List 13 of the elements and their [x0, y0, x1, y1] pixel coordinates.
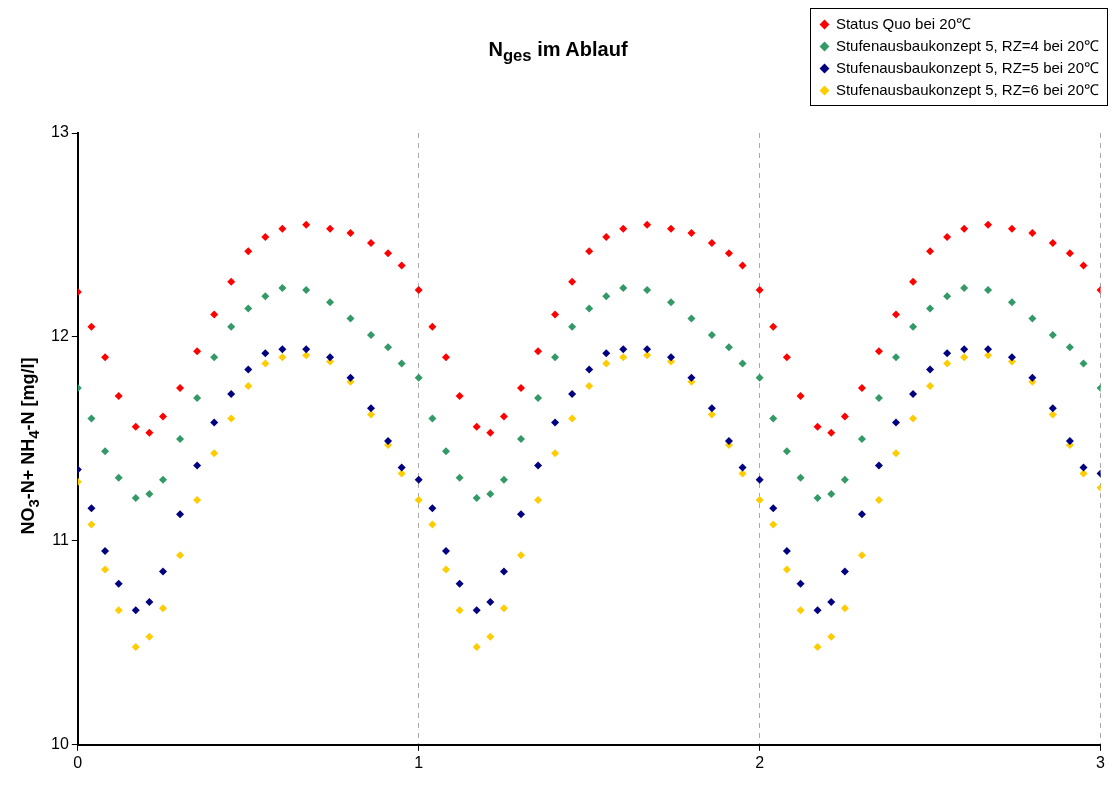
chart-title: N$_{ges}$ im Ablauf — [488, 38, 628, 65]
y-tick-label: 13 — [51, 123, 69, 141]
y-tick-label: 11 — [52, 531, 69, 549]
x-tick-label: 2 — [755, 753, 765, 771]
legend-label: Stufenausbaukonzept 5, RZ=5 bei 20℃ — [835, 58, 1099, 78]
x-tick-label: 3 — [1096, 753, 1106, 771]
legend-label: Stufenausbaukonzept 5, RZ=4 bei 20℃ — [835, 36, 1099, 56]
x-tick-label: 1 — [414, 753, 424, 771]
y-tick-label: 12 — [51, 327, 69, 345]
legend-label: Status Quo bei 20℃ — [835, 14, 971, 34]
x-tick-label: 0 — [73, 753, 83, 771]
y-tick-label: 10 — [51, 735, 69, 753]
legend-label: Stufenausbaukonzept 5, RZ=6 bei 20℃ — [835, 80, 1099, 100]
